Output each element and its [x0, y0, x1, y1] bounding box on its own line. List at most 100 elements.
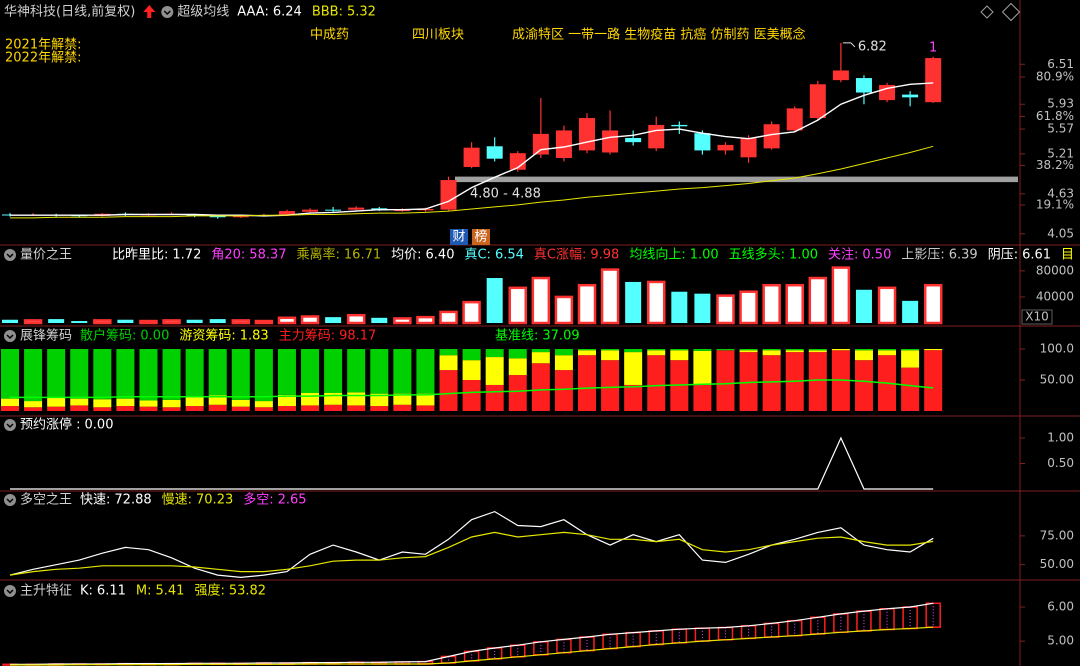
concept-tag[interactable]: 成渝特区 一带一路 生物疫苗 抗癌 仿制药 医美概念 — [512, 27, 806, 43]
window-icons — [980, 2, 1021, 22]
candle-body — [671, 124, 688, 127]
readout-label: 预约涨停 : — [20, 417, 81, 433]
stack-segment — [370, 349, 389, 394]
stack-segment — [739, 350, 758, 353]
panel-title: 主升特征 — [20, 584, 72, 599]
volume-bar — [371, 317, 388, 323]
y-tick-label: 4.05 — [1047, 226, 1074, 240]
stack-segment — [347, 349, 366, 393]
stack-segment — [924, 350, 943, 411]
panel-title: 展锋筹码 — [20, 328, 72, 344]
icon-square[interactable] — [1001, 2, 1021, 22]
panel-menu-icon[interactable] — [4, 585, 16, 597]
stack-segment — [370, 393, 389, 407]
stack-segment — [70, 405, 89, 411]
readout-label: 慢速: — [162, 492, 192, 508]
stack-segment — [347, 392, 366, 406]
candle-body — [325, 209, 342, 211]
stack-segment — [231, 349, 250, 400]
stack-segment — [1, 398, 19, 407]
candle-body — [232, 215, 249, 218]
stack-segment — [347, 405, 366, 411]
stack-segment — [208, 395, 227, 405]
stack-segment — [301, 349, 320, 394]
panel-menu-chevron — [6, 423, 14, 429]
y-tick-label: 40000 — [1036, 289, 1074, 303]
stack-segment — [185, 349, 204, 398]
y-tick-label: 5.57 — [1047, 122, 1074, 136]
badge-box[interactable] — [450, 229, 468, 245]
readout-label: 真C涨幅: — [534, 248, 586, 263]
moving-average-line — [10, 82, 934, 217]
stack-segment — [531, 352, 550, 364]
stack-segment — [70, 398, 89, 406]
volume-bar — [139, 319, 158, 325]
panel-menu-icon[interactable] — [4, 494, 16, 506]
stack-segment — [393, 404, 412, 411]
icon-diamond[interactable] — [980, 5, 994, 19]
candle-body — [625, 138, 642, 143]
panel-menu-icon[interactable] — [4, 249, 16, 261]
stack-segment — [277, 349, 296, 395]
stack-segment — [462, 380, 481, 411]
readout-value: 72.88 — [114, 493, 151, 508]
volume-bar — [186, 319, 203, 323]
badge-label[interactable]: 财 — [452, 230, 465, 245]
stack-segment — [901, 350, 920, 368]
stack-segment — [647, 349, 666, 351]
y-tick-label: 5.21 — [1047, 146, 1074, 160]
last-marker: 1 — [929, 41, 937, 56]
volume-bar — [93, 319, 112, 325]
stack-segment — [716, 349, 735, 351]
volume-bar — [71, 321, 88, 323]
volume-bar — [416, 315, 435, 325]
readout-value: 6.24 — [273, 5, 302, 20]
volume-bar — [577, 283, 597, 325]
candle-body — [763, 124, 780, 149]
stack-segment — [393, 349, 412, 394]
readout-label: 基准线: — [495, 329, 538, 344]
stack-segment — [231, 399, 250, 407]
readout-value: 1.83 — [240, 329, 269, 344]
candle-body — [902, 94, 919, 98]
stack-segment — [185, 397, 204, 407]
basis-line — [10, 379, 934, 399]
stack-segment — [231, 406, 250, 411]
readout-label: 角20: — [211, 248, 245, 263]
stack-segment — [324, 349, 343, 394]
panel-title: 量价之王 — [20, 248, 72, 263]
stack-segment — [254, 407, 273, 411]
volume-bar — [300, 315, 320, 325]
candle-body — [809, 84, 826, 119]
readout-label: BBB: — [312, 5, 343, 20]
volume-bar — [162, 319, 181, 325]
panel-menu-chevron — [6, 334, 14, 340]
readout-value: 6.54 — [495, 248, 524, 263]
panel-title: 多空之王 — [20, 492, 72, 508]
stack-segment — [462, 349, 481, 361]
volume-bar — [486, 278, 503, 323]
panel-menu-icon[interactable] — [4, 419, 16, 431]
stack-segment — [831, 349, 850, 351]
stack-segment — [439, 349, 458, 356]
concept-tag[interactable]: 中成药 — [310, 28, 349, 43]
y2-tick-label: 19.1% — [1036, 197, 1074, 211]
y-tick-label: 50.00 — [1040, 373, 1074, 387]
indicator-line — [9, 510, 934, 579]
stack-segment — [162, 399, 181, 408]
volume-bar — [671, 291, 688, 323]
stack-segment — [254, 401, 273, 408]
stack-segment — [162, 407, 181, 411]
panel-menu-icon[interactable] — [4, 330, 16, 342]
concept-tag[interactable]: 四川板块 — [412, 28, 464, 43]
stack-segment — [647, 350, 666, 356]
stack-segment — [785, 349, 804, 351]
badge-label[interactable]: 榜 — [474, 229, 487, 245]
stack-segment — [116, 406, 135, 411]
readout-label: 多空: — [243, 492, 273, 508]
stack-segment — [785, 350, 804, 353]
price-band — [455, 176, 1018, 183]
panel-menu-icon[interactable] — [161, 6, 174, 18]
badge-box[interactable] — [472, 229, 490, 245]
